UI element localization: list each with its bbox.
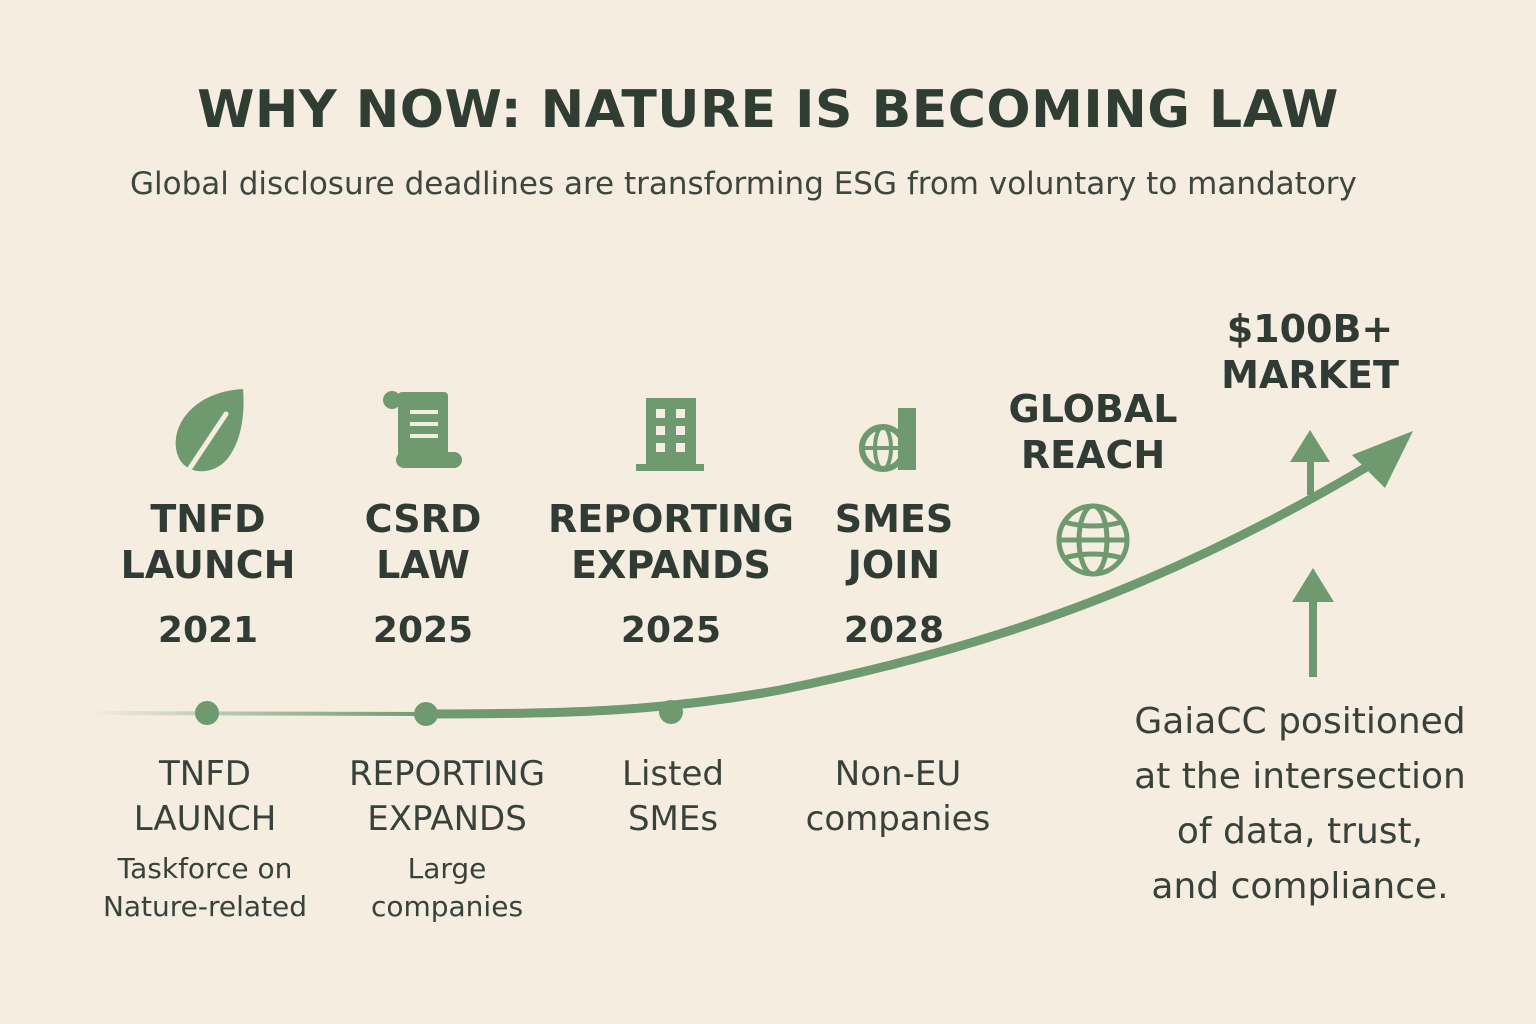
below-label-line1: TNFD (159, 754, 251, 794)
milestone-dot (195, 701, 219, 725)
milestone-tnfd: TNFD LAUNCH 2021 (78, 496, 338, 651)
globe-icon (1056, 503, 1130, 577)
milestone-dot (414, 702, 438, 726)
milestone-year: 2025 (372, 610, 474, 651)
note-line1: GaiaCC positioned (1134, 701, 1466, 742)
below-label-line1: REPORTING (348, 754, 546, 794)
milestone-title-line1: REPORTING (548, 497, 794, 541)
page-subtitle: Global disclosure deadlines are transfor… (130, 166, 1357, 202)
growth-arrowhead (1352, 431, 1413, 488)
below-desc-line2: companies (370, 890, 524, 923)
milestone-dot (659, 700, 683, 724)
growth-curve (421, 460, 1375, 719)
note-line3: of data, trust, (1176, 811, 1424, 852)
milestone-year: 2028 (843, 610, 945, 651)
below-desc-line2: Nature-related (102, 890, 308, 923)
milestone-title-line2: EXPANDS (571, 543, 771, 587)
milestone-csrd: CSRD LAW 2025 (293, 496, 553, 651)
market-line1: $100B+ (1226, 307, 1394, 351)
market-line2: MARKET (1221, 353, 1399, 397)
global-reach-heading: GLOBAL REACH (993, 386, 1193, 478)
below-label-csrd: REPORTING EXPANDS Large companies (327, 752, 567, 926)
below-desc-line1: Taskforce on (117, 852, 293, 885)
milestone-title-line1: TNFD (150, 497, 266, 541)
timeline-line-faded (89, 711, 427, 716)
global-reach-line1: GLOBAL (1008, 387, 1178, 431)
scroll-icon (383, 391, 462, 468)
note-line2: at the intersection (1134, 756, 1466, 797)
below-label-line1: Listed (622, 754, 724, 794)
milestone-title-line2: LAUNCH (120, 543, 296, 587)
milestone-title-line2: LAW (376, 543, 470, 587)
market-heading: $100B+ MARKET (1200, 306, 1420, 398)
page-title: WHY NOW: NATURE IS BECOMING LAW (197, 80, 1339, 140)
building-icon (636, 398, 704, 471)
below-label-tnfd: TNFD LAUNCH Taskforce on Nature-related (85, 752, 325, 926)
below-label-line1: Non-EU (834, 754, 962, 794)
milestone-year: 2021 (157, 610, 259, 651)
milestone-reporting: REPORTING EXPANDS 2025 (541, 496, 801, 651)
below-label-line2: EXPANDS (367, 799, 527, 839)
positioning-note: GaiaCC positioned at the intersection of… (1100, 694, 1500, 914)
note-arrow-icon (1292, 568, 1334, 677)
milestone-smes: SMES JOIN 2028 (764, 496, 1024, 651)
below-label-line2: LAUNCH (133, 799, 277, 839)
milestone-year: 2025 (620, 610, 722, 651)
globe-chart-icon (859, 408, 916, 472)
note-line4: and compliance. (1151, 866, 1449, 907)
below-label-smes: Non-EU companies (778, 752, 1018, 842)
milestone-title-line1: CSRD (364, 497, 482, 541)
below-label-reporting: Listed SMEs (553, 752, 793, 842)
market-up-arrow-icon (1290, 430, 1330, 495)
global-reach-line2: REACH (1020, 433, 1166, 477)
below-desc-line1: Large (407, 852, 487, 885)
below-label-line2: SMEs (627, 799, 719, 839)
milestone-title-line2: JOIN (847, 543, 941, 587)
below-label-line2: companies (805, 799, 991, 839)
milestone-title-line1: SMES (834, 497, 954, 541)
leaf-icon (175, 389, 244, 472)
